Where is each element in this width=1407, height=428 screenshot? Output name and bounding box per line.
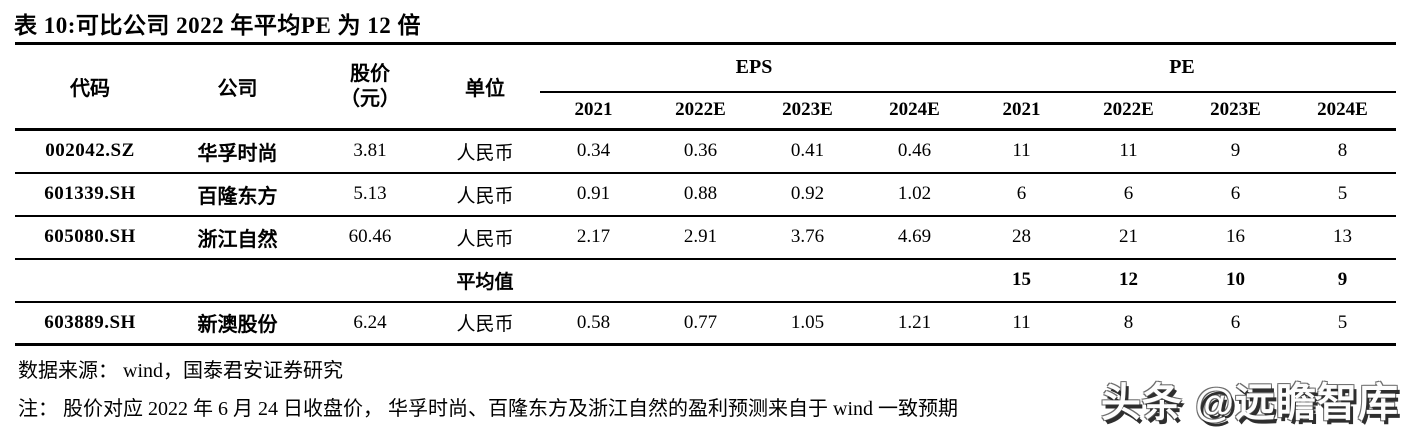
cell-pe-2023e: 9 [1182,129,1289,174]
cell-company: 百隆东方 [165,172,310,217]
cell-pe-2021: 15 [968,258,1075,303]
col-header-eps-2022e: 2022E [647,91,754,131]
year-header-row: 2021 2022E 2023E 2024E 2021 2022E 2023E … [15,91,1396,131]
comparable-companies-table: 代码 公司 股价 （元） 单位 EPS PE 2021 2022E 2023E … [15,42,1396,346]
table-row-bailong: 601339.SH 百隆东方 5.13 人民币 0.91 0.88 0.92 1… [15,172,1396,217]
group-header-eps: EPS [540,43,968,93]
data-source-note: 数据来源： wind，国泰君安证券研究 [18,360,343,382]
col-header-company: 公司 [165,43,310,131]
cell-eps-2022e: 0.77 [647,301,754,346]
cell-pe-2022e: 12 [1075,258,1182,303]
cell-company [165,258,310,303]
cell-company: 新澳股份 [165,301,310,346]
cell-eps-2022e: 0.88 [647,172,754,217]
col-header-pe-2022e: 2022E [1075,91,1182,131]
cell-price: 6.24 [310,301,430,346]
page-title: 表 10:可比公司 2022 年平均PE 为 12 倍 [14,13,422,38]
cell-price: 3.81 [310,129,430,174]
cell-pe-2022e: 11 [1075,129,1182,174]
cell-price: 60.46 [310,215,430,260]
cell-average-label: 平均值 [430,258,540,303]
cell-code: 603889.SH [15,301,165,346]
cell-pe-2024e: 13 [1289,215,1396,260]
col-header-eps-2023e: 2023E [754,91,861,131]
table-row-zhejiang: 605080.SH 浙江自然 60.46 人民币 2.17 2.91 3.76 … [15,215,1396,260]
table-header: 代码 公司 股价 （元） 单位 EPS PE 2021 2022E 2023E … [15,43,1396,131]
cell-eps-2022e: 0.36 [647,129,754,174]
table-body: 002042.SZ 华孚时尚 3.81 人民币 0.34 0.36 0.41 0… [15,129,1396,346]
col-header-pe-2023e: 2023E [1182,91,1289,131]
cell-pe-2022e: 6 [1075,172,1182,217]
col-header-eps-2024e: 2024E [861,91,968,131]
cell-pe-2023e: 10 [1182,258,1289,303]
cell-pe-2024e: 8 [1289,129,1396,174]
cell-code: 002042.SZ [15,129,165,174]
cell-eps-2023e: 0.41 [754,129,861,174]
cell-pe-2023e: 16 [1182,215,1289,260]
cell-pe-2024e: 9 [1289,258,1396,303]
cell-eps-2024e: 4.69 [861,215,968,260]
cell-price [310,258,430,303]
cell-company: 华孚时尚 [165,129,310,174]
cell-pe-2024e: 5 [1289,172,1396,217]
cell-pe-2022e: 8 [1075,301,1182,346]
cell-pe-2024e: 5 [1289,301,1396,346]
col-header-code: 代码 [15,43,165,131]
col-header-pe-2024e: 2024E [1289,91,1396,131]
cell-pe-2021: 11 [968,301,1075,346]
cell-pe-2021: 11 [968,129,1075,174]
cell-eps-2021: 2.17 [540,215,647,260]
table-row-huafu: 002042.SZ 华孚时尚 3.81 人民币 0.34 0.36 0.41 0… [15,129,1396,174]
cell-eps-2023e: 3.76 [754,215,861,260]
col-header-pe-2021: 2021 [968,91,1075,131]
group-header-row: 代码 公司 股价 （元） 单位 EPS PE [15,43,1396,131]
col-header-unit: 单位 [430,43,540,131]
cell-eps-2023e: 1.05 [754,301,861,346]
cell-eps-2021: 0.91 [540,172,647,217]
cell-eps-2024e: 0.46 [861,129,968,174]
footnote: 注： 股价对应 2022 年 6 月 24 日收盘价， 华孚时尚、百隆东方及浙江… [18,398,958,420]
col-header-price-line1: 股价 [350,62,390,85]
cell-code: 601339.SH [15,172,165,217]
cell-code [15,258,165,303]
cell-eps-2024e: 1.21 [861,301,968,346]
cell-eps-2021 [540,258,647,303]
col-header-eps-2021: 2021 [540,91,647,131]
group-header-pe: PE [968,43,1396,93]
cell-unit: 人民币 [430,172,540,217]
col-header-price-line2: （元） [340,87,400,110]
cell-eps-2021: 0.34 [540,129,647,174]
cell-eps-2022e [647,258,754,303]
cell-pe-2021: 6 [968,172,1075,217]
cell-unit: 人民币 [430,215,540,260]
cell-eps-2023e [754,258,861,303]
cell-eps-2022e: 2.91 [647,215,754,260]
cell-pe-2023e: 6 [1182,301,1289,346]
cell-pe-2022e: 21 [1075,215,1182,260]
cell-pe-2023e: 6 [1182,172,1289,217]
table-row-xinao: 603889.SH 新澳股份 6.24 人民币 0.58 0.77 1.05 1… [15,301,1396,346]
cell-eps-2024e: 1.02 [861,172,968,217]
cell-price: 5.13 [310,172,430,217]
watermark: 头条 @远瞻智库 [1100,381,1399,425]
cell-pe-2021: 28 [968,215,1075,260]
cell-code: 605080.SH [15,215,165,260]
table-row-average: 平均值 15 12 10 9 [15,258,1396,303]
cell-eps-2021: 0.58 [540,301,647,346]
cell-unit: 人民币 [430,301,540,346]
cell-unit: 人民币 [430,129,540,174]
cell-eps-2023e: 0.92 [754,172,861,217]
col-header-price: 股价 （元） [310,43,430,131]
cell-eps-2024e [861,258,968,303]
cell-company: 浙江自然 [165,215,310,260]
